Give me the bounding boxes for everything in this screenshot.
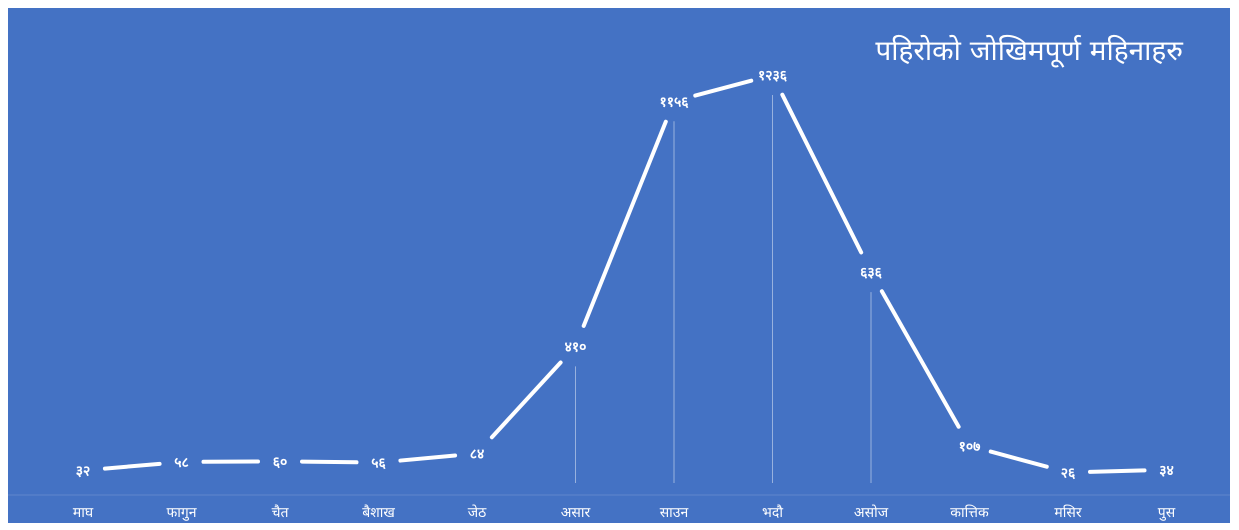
line-chart: पहिरोको जोखिमपूर्ण महिनाहरु ३२ ५८ ६० ५६ ८४ ४१… (8, 34, 1230, 521)
chart-panel: पहिरोको जोखिमपूर्ण महिनाहरु ३२ ५८ ६० ५६ ८४ ४१… (8, 8, 1230, 523)
x-tick-label: जेठ (468, 504, 487, 521)
data-label: ४१० (565, 339, 587, 355)
series-line-segment (879, 289, 961, 429)
x-tick-label: माघ (73, 505, 94, 521)
data-label: १२३६ (758, 68, 788, 84)
data-label: ११५६ (659, 94, 689, 110)
x-tick-label: बैशाख (362, 504, 395, 521)
data-label: २६ (1061, 465, 1076, 481)
x-tick-label: असोज (854, 504, 889, 521)
x-tick-label: मसिर (1054, 504, 1081, 521)
data-label: ६३६ (860, 265, 883, 281)
data-label: ३४ (1159, 463, 1174, 479)
data-label: ५६ (371, 456, 386, 472)
data-label: ८४ (470, 446, 485, 462)
data-label: ५८ (174, 455, 189, 471)
x-tick-label: फागुन (166, 505, 196, 521)
data-label: ६० (273, 454, 288, 470)
data-label: १०७ (959, 439, 981, 455)
x-tick-label: कात्तिक (950, 504, 989, 521)
series-line-segment (489, 360, 563, 440)
series-line-segment (102, 461, 162, 471)
series-line-segment (398, 453, 458, 463)
x-tick-label: चैत (272, 504, 290, 521)
series-line-segment (988, 449, 1049, 469)
x-tick-label: भदौ (762, 504, 783, 521)
x-tick-label: असार (561, 505, 591, 521)
series-line-segment (1087, 468, 1147, 474)
x-tick-label: पुस (1158, 505, 1176, 521)
series-line-segment (693, 78, 754, 98)
chart-title: पहिरोको जोखिमपूर्ण महिनाहरु (875, 34, 1184, 68)
data-label: ३२ (76, 463, 91, 479)
series-line-segment (780, 92, 864, 255)
series-line-segment (581, 119, 668, 328)
series-line-segment (299, 459, 359, 465)
x-tick-label: साउन (660, 505, 689, 521)
